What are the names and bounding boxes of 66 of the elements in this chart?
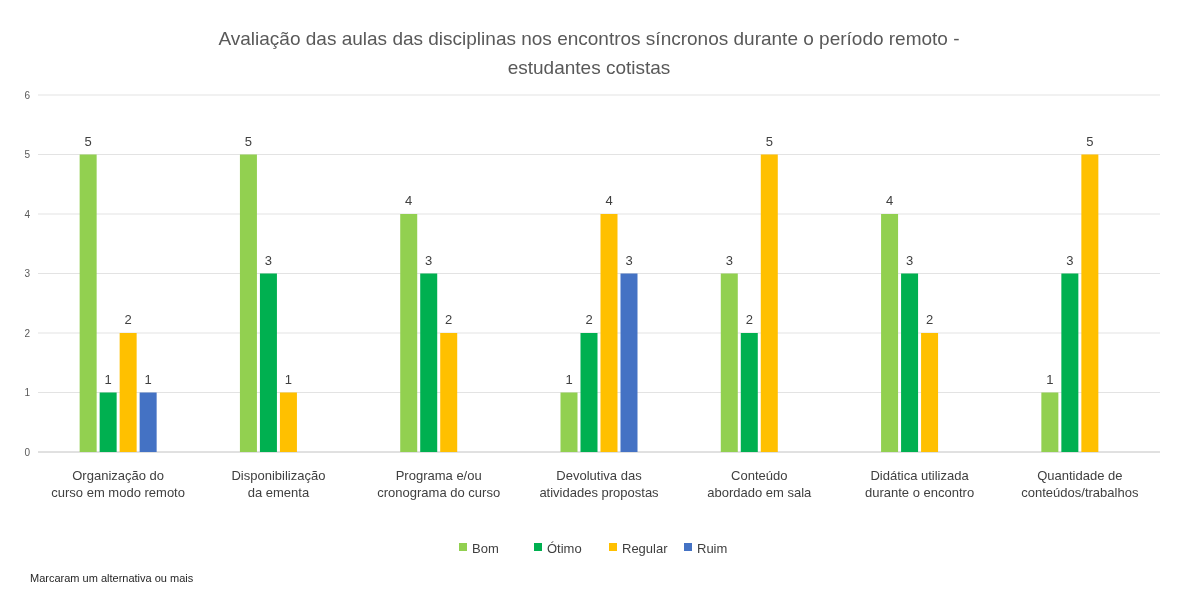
data-label: 5 bbox=[765, 133, 773, 149]
bar bbox=[620, 273, 638, 452]
bar bbox=[720, 273, 738, 452]
legend-label: Ótimo bbox=[547, 540, 582, 556]
bar bbox=[99, 392, 117, 452]
y-tick-label: 1 bbox=[24, 387, 31, 398]
data-label: 3 bbox=[264, 252, 273, 268]
data-label: 3 bbox=[425, 252, 433, 268]
bar bbox=[1061, 273, 1079, 452]
data-label: 1 bbox=[284, 371, 293, 387]
text: Marcaram um alternativa ou mais bbox=[30, 572, 194, 584]
bar bbox=[921, 333, 939, 452]
x-tick-label: Didática utilizada durante o encontro bbox=[865, 468, 975, 500]
data-label: 3 bbox=[1066, 252, 1074, 268]
data-label: 1 bbox=[1046, 371, 1054, 387]
data-label: 1 bbox=[104, 371, 112, 387]
bar bbox=[259, 273, 277, 452]
x-tick-label: Quantidade de conteúdos/trabalhos bbox=[1021, 468, 1139, 500]
bar bbox=[279, 392, 297, 452]
x-tick-label: Conteúdo abordado em sala bbox=[707, 468, 813, 500]
y-tick-label: 4 bbox=[24, 208, 31, 220]
data-label: 2 bbox=[124, 312, 132, 327]
data-label: 1 bbox=[144, 371, 152, 387]
x-tick-label: Programa e/ou cronograma do curso bbox=[377, 468, 501, 500]
legend-label: Bom bbox=[472, 540, 499, 556]
data-label: 3 bbox=[905, 252, 914, 268]
bar bbox=[440, 333, 458, 452]
data-label: 5 bbox=[244, 133, 253, 149]
x-tick-label: Devolutiva das atividades propostas bbox=[539, 468, 660, 500]
data-label: 3 bbox=[625, 252, 633, 268]
data-label: 5 bbox=[1086, 133, 1094, 149]
bar bbox=[420, 273, 438, 452]
y-tick-label: 5 bbox=[24, 149, 31, 160]
bar bbox=[119, 333, 137, 452]
data-label: 5 bbox=[84, 133, 92, 149]
data-label: 3 bbox=[725, 252, 733, 268]
chart-title: Avaliação das aulas das disciplinas nos encontros síncronos durante o período remoto - estudantes cotistas bbox=[218, 28, 960, 78]
legend-label: Regular bbox=[622, 540, 669, 556]
bar bbox=[79, 154, 97, 452]
data-label: 2 bbox=[445, 312, 453, 327]
bar bbox=[239, 154, 257, 452]
bar bbox=[139, 392, 157, 452]
data-label: 4 bbox=[405, 193, 413, 208]
data-label: 1 bbox=[565, 371, 573, 387]
bar bbox=[760, 154, 778, 452]
y-tick-label: 2 bbox=[24, 327, 31, 339]
data-label: 2 bbox=[925, 312, 934, 327]
x-tick-label: Organização do curso em modo remoto bbox=[51, 468, 185, 500]
y-tick-label: 0 bbox=[24, 446, 31, 458]
data-label: 4 bbox=[605, 193, 613, 208]
bar bbox=[1081, 154, 1099, 452]
y-tick-label: 6 bbox=[24, 89, 31, 101]
bar bbox=[580, 333, 598, 452]
bar bbox=[881, 214, 899, 452]
data-label: 2 bbox=[745, 312, 753, 327]
bar bbox=[1041, 392, 1059, 452]
bar bbox=[600, 214, 618, 452]
data-label: 4 bbox=[885, 193, 894, 208]
y-tick-label: 3 bbox=[24, 268, 31, 279]
legend-label: Ruim bbox=[697, 540, 728, 556]
bar bbox=[560, 392, 578, 452]
x-tick-label: Disponibilização da ementa bbox=[231, 468, 326, 500]
bar bbox=[901, 273, 919, 452]
data-label: 2 bbox=[585, 312, 593, 327]
bar bbox=[400, 214, 418, 452]
bar bbox=[740, 333, 758, 452]
